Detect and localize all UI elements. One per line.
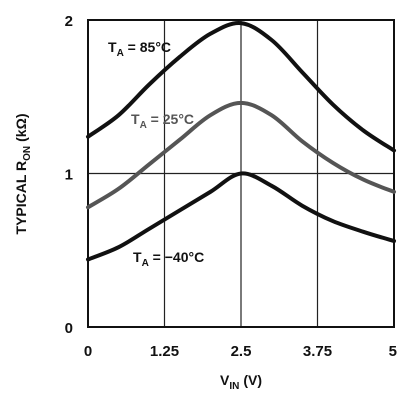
y-tick-labels: 0 1 2	[65, 13, 73, 337]
x-tick-label: 1.25	[150, 343, 179, 360]
series-label-1: TA = 25°C	[131, 111, 194, 131]
plot-frame	[87, 19, 395, 328]
series-label-0: TA = 85°C	[108, 39, 171, 59]
series-label-2: TA = −40°C	[133, 249, 204, 269]
x-tick-label: 5	[389, 343, 397, 360]
x-tick-label: 3.75	[303, 343, 332, 360]
y-tick-label: 1	[65, 167, 73, 184]
x-tick-label: 2.5	[231, 343, 252, 360]
x-tick-labels: 0 1.25 2.5 3.75 5	[84, 343, 397, 360]
series-labels: TA = 85°C TA = 25°C TA = −40°C	[108, 39, 204, 269]
y-tick-label: 2	[65, 13, 73, 30]
y-axis-title-unit: (kΩ)	[13, 114, 29, 142]
y-tick-label: 0	[65, 320, 73, 337]
y-axis-title-main: TYPICAL R	[13, 161, 29, 235]
series-line-2	[86, 171, 396, 262]
y-axis-title: TYPICAL RON (kΩ)	[13, 114, 33, 235]
x-axis-title-unit: (V)	[243, 372, 262, 388]
x-tick-label: 0	[84, 343, 92, 360]
series-line-0	[86, 21, 396, 153]
x-axis-title-main: V	[220, 372, 230, 388]
series-line-1	[86, 100, 396, 210]
y-axis-title-sub: ON	[22, 146, 33, 161]
series-group	[86, 21, 396, 262]
x-axis-title: VIN (V)	[220, 372, 262, 392]
x-axis-title-sub: IN	[229, 381, 239, 392]
